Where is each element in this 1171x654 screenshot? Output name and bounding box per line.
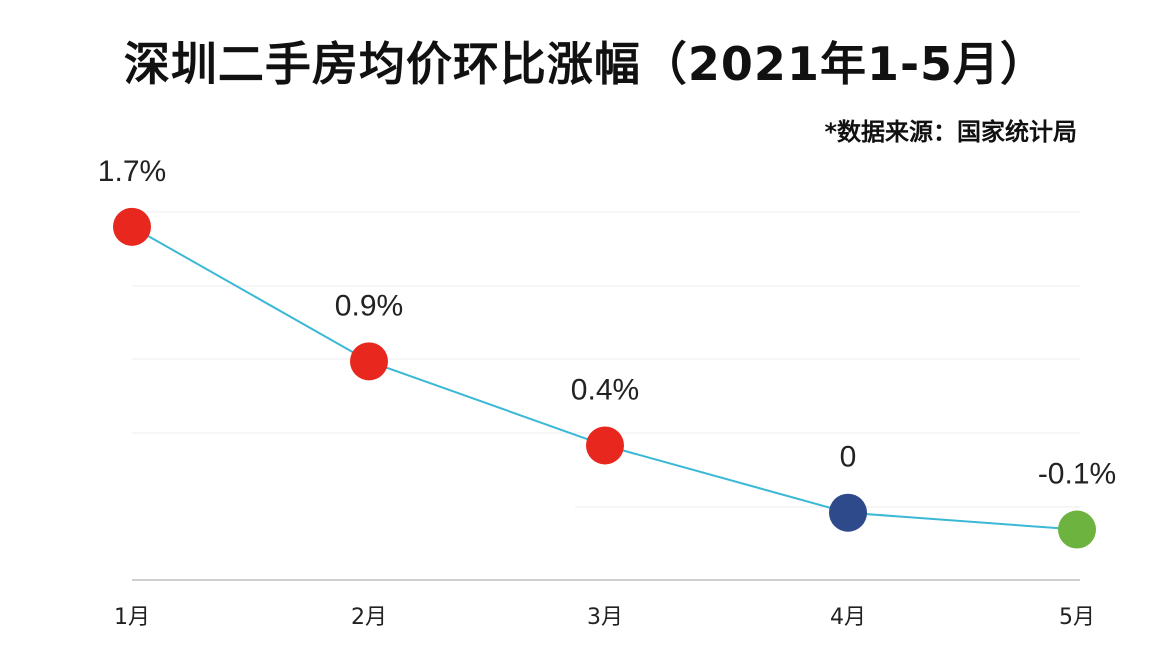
data-point <box>829 493 867 532</box>
data-point <box>113 207 151 246</box>
data-source-note: *数据来源：国家统计局 <box>824 118 1077 146</box>
data-labels: 1.7% 0.9% 0.4% 0 -0.1% <box>98 155 1116 491</box>
data-label: 1.7% <box>98 155 166 188</box>
x-tick-label: 5月 <box>1059 605 1095 630</box>
x-tick-label: 1月 <box>114 605 150 630</box>
data-label: 0.4% <box>571 373 639 406</box>
data-label: 0 <box>840 441 857 474</box>
x-tick-label: 4月 <box>830 605 866 630</box>
data-point <box>350 342 388 381</box>
data-point <box>586 426 624 465</box>
chart-title: 深圳二手房均价环比涨幅（2021年1-5月） <box>123 37 1048 91</box>
data-point <box>1058 510 1096 549</box>
data-points <box>113 207 1096 549</box>
data-label: -0.1% <box>1038 458 1116 491</box>
x-tick-label: 3月 <box>587 605 623 630</box>
x-tick-label: 2月 <box>351 605 387 630</box>
x-tick-labels: 1月 2月 3月 4月 5月 <box>114 605 1095 630</box>
data-label: 0.9% <box>335 289 403 322</box>
